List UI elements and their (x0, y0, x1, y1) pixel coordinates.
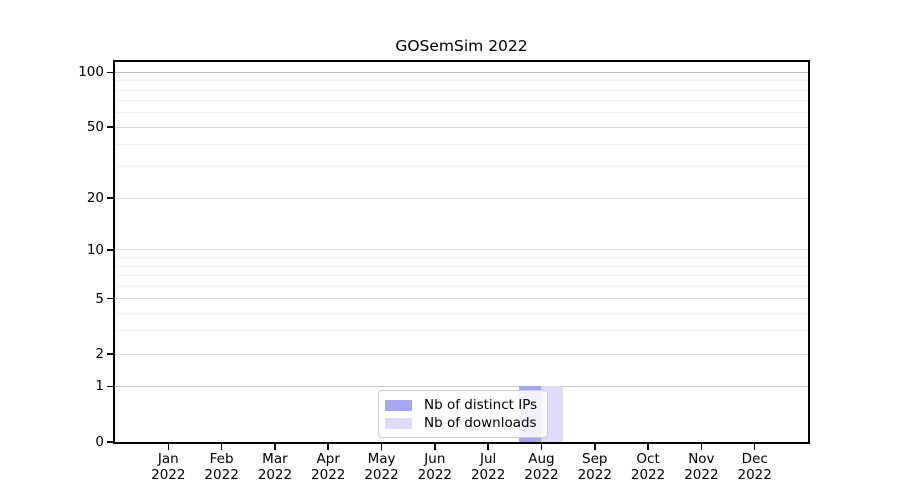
y-tick-5 (107, 297, 113, 300)
x-label-year: 2022 (470, 467, 506, 483)
x-tick-label-dec: Dec 2022 (715, 451, 795, 483)
x-tick-aug (540, 444, 543, 450)
x-tick-label-sep: Sep 2022 (555, 451, 635, 483)
x-label-year: 2022 (151, 467, 186, 483)
minor-gridline-4 (115, 312, 808, 314)
y-tick-label-50: 50 (86, 119, 104, 136)
x-label-month: May (367, 451, 396, 467)
x-tick-sep (593, 444, 596, 450)
legend-label-downloads: Nb of downloads (424, 415, 537, 431)
x-label-month: Jul (479, 451, 497, 467)
minor-gridline-6 (115, 285, 808, 287)
y-tick-label-0: 0 (95, 434, 104, 450)
x-tick-feb (220, 444, 223, 450)
minor-gridline-80 (115, 89, 808, 91)
x-tick-jan (167, 444, 170, 450)
y-tick-label-1: 1 (95, 378, 104, 395)
x-label-year: 2022 (737, 467, 772, 483)
y-tick-2 (107, 353, 113, 355)
chart-title: GOSemSim 2022 (395, 37, 528, 55)
y-tick-label-5: 5 (95, 290, 104, 307)
minor-gridline-30 (115, 166, 808, 168)
x-tick-label-jul: Jul 2022 (448, 451, 528, 483)
gridline-1 (115, 385, 808, 387)
x-label-year: 2022 (417, 467, 453, 483)
x-label-year: 2022 (364, 467, 399, 483)
x-tick-oct (647, 444, 649, 450)
x-tick-label-oct: Oct 2022 (608, 451, 688, 483)
x-tick-label-jun: Jun 2022 (395, 451, 475, 483)
x-label-month: Feb (209, 451, 234, 467)
y-tick-100 (107, 71, 113, 74)
x-tick-label-feb: Feb 2022 (182, 451, 262, 483)
y-tick-label-100: 100 (78, 64, 104, 81)
minor-gridline-90 (115, 80, 808, 82)
x-label-month: Sep (582, 451, 608, 467)
gridline-100 (115, 71, 808, 73)
minor-gridline-8 (115, 265, 808, 267)
x-label-month: Aug (528, 451, 555, 467)
x-label-month: Mar (262, 451, 288, 467)
y-tick-label-20: 20 (86, 190, 104, 207)
x-label-year: 2022 (577, 467, 612, 483)
x-tick-label-nov: Nov 2022 (661, 451, 741, 483)
x-tick-jun (434, 444, 436, 450)
x-label-month: Jun (424, 451, 446, 467)
x-tick-label-jan: Jan 2022 (128, 451, 208, 483)
legend-item-downloads: Nb of downloads (385, 414, 539, 432)
y-tick-10 (107, 249, 113, 251)
legend: Nb of distinct IPs Nb of downloads (378, 390, 548, 438)
legend-swatch-downloads (385, 417, 412, 429)
x-label-month: Dec (741, 451, 768, 467)
x-label-year: 2022 (524, 467, 559, 483)
x-tick-label-apr: Apr 2022 (288, 451, 368, 483)
gridline-50 (115, 126, 808, 128)
plot-area (113, 60, 810, 444)
x-tick-dec (753, 444, 756, 450)
x-tick-label-mar: Mar 2022 (235, 451, 315, 483)
minor-gridline-40 (115, 144, 808, 146)
x-tick-label-aug: Aug 2022 (501, 451, 581, 483)
x-tick-apr (327, 444, 330, 450)
minor-gridline-9 (115, 257, 808, 259)
gridline-20 (115, 197, 808, 199)
x-label-year: 2022 (204, 467, 239, 483)
y-tick-50 (107, 126, 113, 128)
gridline-10 (115, 249, 808, 251)
x-tick-label-may: May 2022 (342, 451, 422, 483)
legend-swatch-distinct-ips (385, 399, 412, 411)
minor-gridline-7 (115, 274, 808, 276)
x-tick-mar (274, 444, 276, 450)
x-label-month: Nov (688, 451, 715, 467)
minor-gridline-3 (115, 330, 808, 332)
y-tick-20 (107, 197, 113, 199)
y-tick-label-2: 2 (95, 346, 104, 363)
x-label-month: Apr (316, 451, 340, 467)
y-tick-1 (107, 385, 113, 388)
x-label-month: Oct (636, 451, 660, 467)
gridline-5 (115, 298, 808, 299)
gridline-2 (115, 353, 808, 355)
minor-gridline-70 (115, 100, 808, 102)
x-label-year: 2022 (311, 467, 346, 483)
y-tick-label-10: 10 (86, 241, 104, 258)
x-label-year: 2022 (684, 467, 719, 483)
legend-item-distinct-ips: Nb of distinct IPs (385, 396, 539, 414)
minor-gridline-60 (115, 112, 808, 114)
x-tick-jul (487, 444, 489, 450)
legend-label-distinct-ips: Nb of distinct IPs (424, 397, 538, 413)
x-label-year: 2022 (257, 467, 293, 483)
x-label-month: Jan (157, 451, 179, 467)
x-tick-may (380, 444, 383, 450)
x-tick-nov (700, 444, 703, 450)
y-tick-0 (107, 441, 113, 443)
x-label-year: 2022 (630, 467, 666, 483)
